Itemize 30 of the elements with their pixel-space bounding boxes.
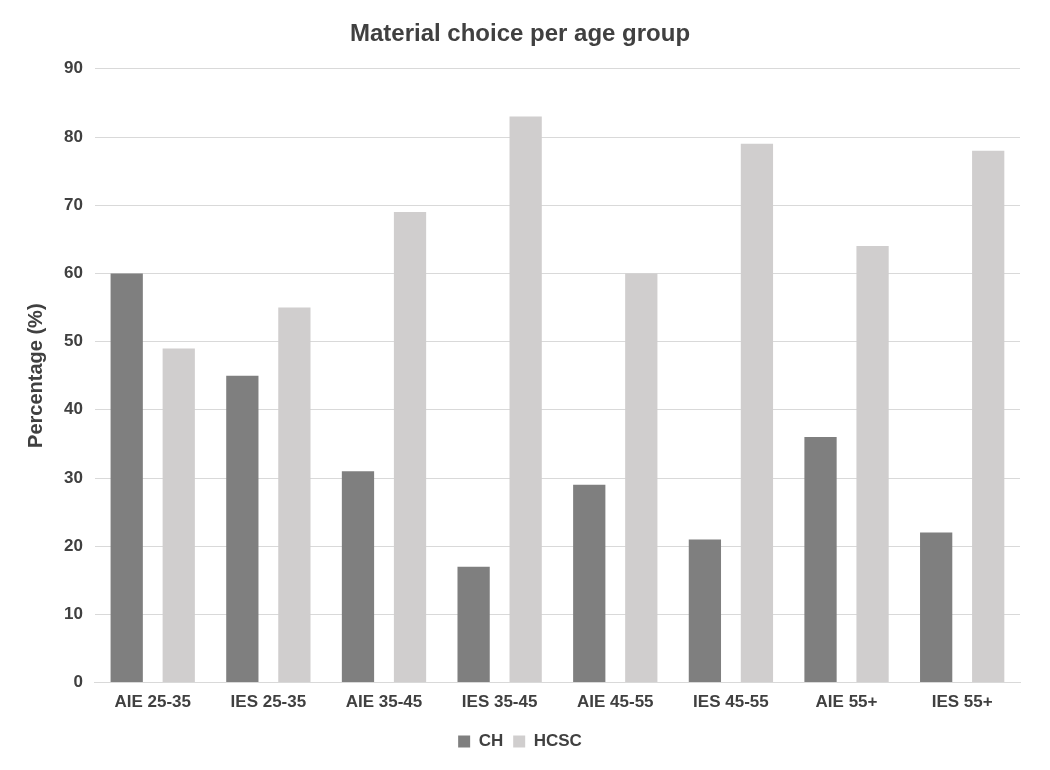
y-tick-label: 30	[63, 467, 83, 487]
y-tick-label: 0	[73, 672, 83, 692]
bar	[110, 273, 143, 683]
bar	[457, 566, 490, 683]
y-tick-label: 60	[63, 263, 83, 283]
bar	[573, 484, 606, 683]
x-tick-label: IES 45-55	[693, 692, 769, 712]
bar	[920, 532, 953, 683]
y-tick-label: 90	[63, 58, 83, 78]
y-tick-label: 50	[63, 331, 83, 351]
bar	[804, 437, 837, 683]
y-tick-label: 10	[63, 604, 83, 624]
x-tick-label: IES 35-45	[461, 692, 538, 712]
bar	[688, 539, 722, 683]
y-tick-label: 70	[63, 194, 83, 214]
chart-title: Material choice per age group	[349, 19, 691, 47]
bar	[341, 471, 375, 683]
x-tick-label: AIE 45-55	[577, 692, 654, 712]
legend-label: CH	[478, 731, 504, 751]
y-tick-label: 40	[63, 399, 83, 419]
y-axis-title: Percentage (%)	[23, 303, 46, 448]
y-tick-label: 80	[63, 126, 83, 146]
y-tick-label: 20	[63, 535, 83, 555]
x-tick-label: IES 25-35	[230, 692, 307, 712]
x-tick-label: AIE 35-45	[345, 692, 423, 712]
x-tick-label: AIE 55+	[815, 692, 878, 712]
legend-label: HCSC	[533, 731, 582, 751]
x-tick-label: IES 55+	[931, 692, 993, 712]
x-tick-label: AIE 25-35	[114, 692, 191, 712]
bar	[226, 375, 259, 683]
